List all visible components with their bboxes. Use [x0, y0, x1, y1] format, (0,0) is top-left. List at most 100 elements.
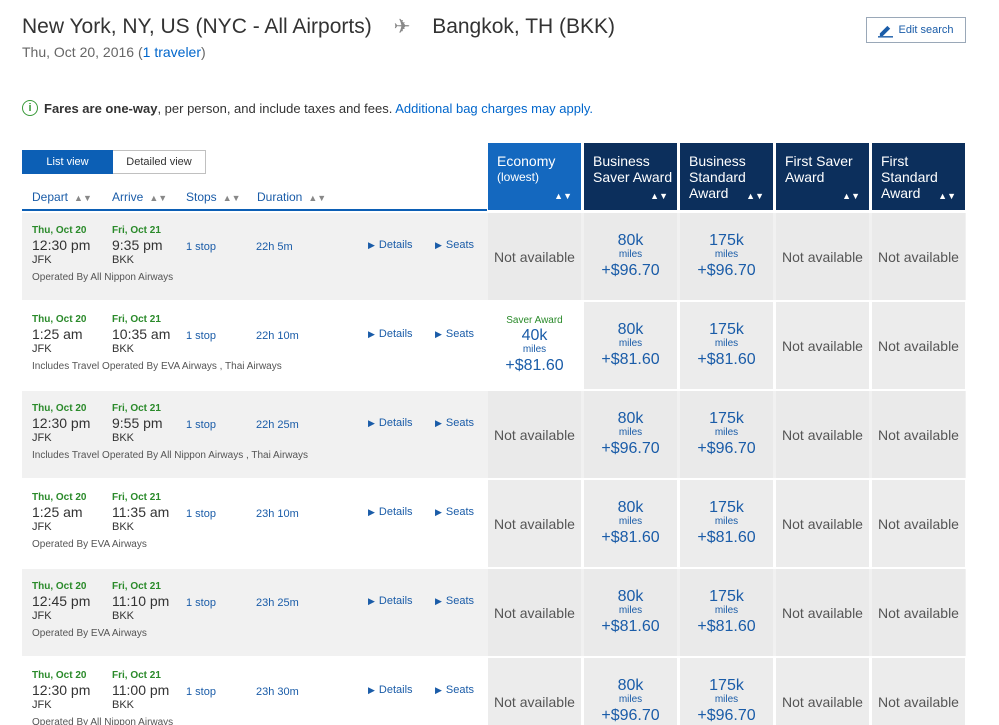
operated-by: Operated By EVA Airways — [32, 628, 147, 639]
stops-link[interactable]: 1 stop — [186, 241, 216, 253]
arrival-date: Fri, Oct 21 — [112, 314, 161, 325]
arrival-airport: BKK — [112, 521, 135, 533]
stops-link[interactable]: 1 stop — [186, 419, 216, 431]
stops-link[interactable]: 1 stop — [186, 597, 216, 609]
not-available-text: Not available — [782, 604, 863, 621]
caret-right-icon: ▶ — [435, 329, 442, 339]
departure-airport: JFK — [32, 610, 52, 622]
fare-business-standard[interactable]: 175k miles +$96.70 — [680, 213, 773, 300]
flight-row[interactable]: Thu, Oct 20 1:25 am JFK Fri, Oct 21 10:35 am… — [22, 302, 966, 389]
fare-first-standard: Not available — [872, 213, 965, 300]
notice-bold: Fares are one-way — [44, 100, 158, 116]
fare-price: +$96.70 — [601, 262, 660, 279]
details-link[interactable]: ▶ Details — [368, 328, 413, 340]
details-link[interactable]: ▶ Details — [368, 506, 413, 518]
arrival-time: 9:35 pm — [112, 237, 163, 253]
details-link[interactable]: ▶ Details — [368, 595, 413, 607]
seats-link[interactable]: ▶ Seats — [435, 417, 475, 429]
not-available-text: Not available — [494, 426, 575, 443]
miles-label: miles — [618, 249, 643, 260]
travelers-link[interactable]: 1 traveler — [142, 44, 201, 60]
fare-first-saver: Not available — [776, 213, 869, 300]
sort-icon: ▲▼ — [938, 191, 956, 201]
fare-economy[interactable]: Saver Award 40k miles +$81.60 — [488, 302, 581, 389]
fare-business-saver[interactable]: 80k miles +$96.70 — [584, 213, 677, 300]
detailed-view-tab[interactable]: Detailed view — [113, 150, 206, 174]
fare-business-saver[interactable]: 80k miles +$96.70 — [584, 658, 677, 725]
flight-row[interactable]: Thu, Oct 20 12:30 pm JFK Fri, Oct 21 9:35 pm… — [22, 213, 966, 300]
travel-date: Thu, Oct 20, 2016 — [22, 44, 135, 60]
fare-header-first-standard[interactable]: First Standard Award ▲▼ — [872, 143, 965, 210]
stops-link[interactable]: 1 stop — [186, 508, 216, 520]
fare-header-business-saver[interactable]: Business Saver Award ▲▼ — [584, 143, 677, 210]
sort-icon: ▲▼ — [308, 193, 327, 203]
not-available-text: Not available — [878, 426, 959, 443]
seats-link[interactable]: ▶ Seats — [435, 328, 475, 340]
arrival-airport: BKK — [112, 254, 135, 266]
list-view-tab[interactable]: List view — [22, 150, 113, 174]
arrival-date: Fri, Oct 21 — [112, 225, 161, 236]
not-available-text: Not available — [878, 693, 959, 710]
sort-depart[interactable]: Depart ▲▼ — [32, 190, 92, 204]
fare-price: +$96.70 — [697, 707, 756, 724]
not-available-text: Not available — [878, 515, 959, 532]
departure-date: Thu, Oct 20 — [32, 492, 87, 503]
fare-business-standard[interactable]: 175k miles +$96.70 — [680, 391, 773, 478]
fare-business-saver[interactable]: 80k miles +$96.70 — [584, 391, 677, 478]
duration-text: 23h 30m — [256, 686, 299, 698]
stops-link[interactable]: 1 stop — [186, 686, 216, 698]
seats-link[interactable]: ▶ Seats — [435, 684, 475, 696]
miles-label: miles — [618, 516, 643, 527]
fare-business-saver[interactable]: 80k miles +$81.60 — [584, 302, 677, 389]
details-link[interactable]: ▶ Details — [368, 239, 413, 251]
not-available-text: Not available — [782, 337, 863, 354]
fare-header-business-standard[interactable]: Business Standard Award ▲▼ — [680, 143, 773, 210]
fare-business-standard[interactable]: 175k miles +$81.60 — [680, 480, 773, 567]
sort-icon: ▲▼ — [650, 191, 668, 201]
sort-icon: ▲▼ — [554, 191, 572, 201]
fare-header-first-saver[interactable]: First Saver Award ▲▼ — [776, 143, 869, 210]
seats-link[interactable]: ▶ Seats — [435, 239, 475, 251]
fare-miles: 175k — [709, 321, 744, 338]
departure-date: Thu, Oct 20 — [32, 225, 87, 236]
arrival-time: 11:10 pm — [112, 593, 170, 609]
arrival-airport: BKK — [112, 432, 135, 444]
seats-link[interactable]: ▶ Seats — [435, 595, 475, 607]
seats-link[interactable]: ▶ Seats — [435, 506, 475, 518]
caret-right-icon: ▶ — [435, 507, 442, 517]
sort-divider — [22, 209, 487, 211]
stops-link[interactable]: 1 stop — [186, 330, 216, 342]
edit-search-button[interactable]: Edit search — [866, 17, 966, 43]
flight-row[interactable]: Thu, Oct 20 12:45 pm JFK Fri, Oct 21 11:10 p… — [22, 569, 966, 656]
fare-business-standard[interactable]: 175k miles +$96.70 — [680, 658, 773, 725]
miles-label: miles — [618, 427, 643, 438]
sort-arrive[interactable]: Arrive ▲▼ — [112, 190, 168, 204]
flight-row[interactable]: Thu, Oct 20 12:30 pm JFK Fri, Oct 21 11:00 p… — [22, 658, 966, 725]
bag-charges-link[interactable]: Additional bag charges may apply. — [395, 100, 594, 116]
departure-airport: JFK — [32, 521, 52, 533]
duration-text: 22h 10m — [256, 330, 299, 342]
departure-time: 12:30 pm — [32, 682, 91, 698]
trip-summary: Thu, Oct 20, 2016 (1 traveler) — [22, 44, 206, 60]
departure-time: 12:30 pm — [32, 415, 91, 431]
info-icon: i — [22, 100, 38, 116]
miles-label: miles — [618, 694, 643, 705]
sort-stops[interactable]: Stops ▲▼ — [186, 190, 241, 204]
fare-price: +$96.70 — [697, 440, 756, 457]
fare-business-standard[interactable]: 175k miles +$81.60 — [680, 569, 773, 656]
fare-business-standard[interactable]: 175k miles +$81.60 — [680, 302, 773, 389]
fare-business-saver[interactable]: 80k miles +$81.60 — [584, 480, 677, 567]
fare-header-economy[interactable]: Economy (lowest) ▲▼ — [488, 143, 581, 210]
fare-first-saver: Not available — [776, 302, 869, 389]
details-link[interactable]: ▶ Details — [368, 417, 413, 429]
operated-by: Includes Travel Operated By All Nippon A… — [32, 450, 309, 461]
duration-text: 22h 5m — [256, 241, 293, 253]
flight-row[interactable]: Thu, Oct 20 12:30 pm JFK Fri, Oct 21 9:55 pm… — [22, 391, 966, 478]
fare-price: +$81.60 — [697, 351, 756, 368]
sort-icon: ▲▼ — [842, 191, 860, 201]
flight-row[interactable]: Thu, Oct 20 1:25 am JFK Fri, Oct 21 11:35 am… — [22, 480, 966, 567]
not-available-text: Not available — [494, 693, 575, 710]
fare-business-saver[interactable]: 80k miles +$81.60 — [584, 569, 677, 656]
details-link[interactable]: ▶ Details — [368, 684, 413, 696]
sort-duration[interactable]: Duration ▲▼ — [257, 190, 327, 204]
